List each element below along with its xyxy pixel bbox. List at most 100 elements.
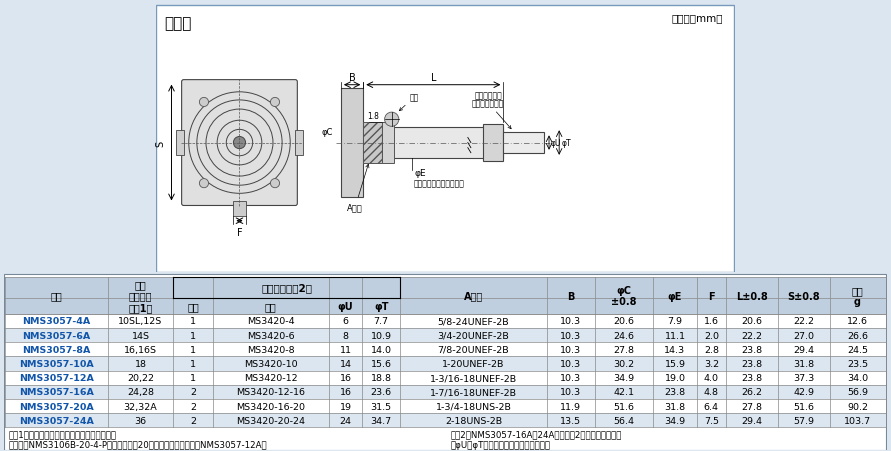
Text: 3.2: 3.2 (704, 359, 719, 368)
Text: φE: φE (667, 291, 683, 301)
Text: 適用
外殼尺寸
（註1）: 適用 外殼尺寸 （註1） (128, 280, 152, 313)
Text: 1-20UNEF-2B: 1-20UNEF-2B (442, 359, 504, 368)
Text: 15.6: 15.6 (371, 359, 392, 368)
Bar (5, 371, 886, 385)
Bar (5, 342, 886, 357)
Text: 23.5: 23.5 (847, 359, 868, 368)
Text: 30.2: 30.2 (613, 359, 634, 368)
Text: 37.3: 37.3 (793, 373, 814, 382)
Text: 6.4: 6.4 (704, 402, 719, 411)
Text: 27.8: 27.8 (613, 345, 634, 354)
Text: 1: 1 (190, 359, 196, 368)
Text: 螺管: 螺管 (399, 93, 420, 111)
Text: 90.2: 90.2 (847, 402, 868, 411)
Circle shape (200, 98, 208, 107)
Text: MS3420-8: MS3420-8 (247, 345, 294, 354)
Text: 34.9: 34.9 (665, 416, 685, 425)
Text: 11.1: 11.1 (665, 331, 685, 340)
Text: B: B (567, 291, 575, 301)
Text: 42.9: 42.9 (793, 387, 814, 396)
FancyBboxPatch shape (4, 275, 886, 450)
Text: 19: 19 (339, 402, 351, 411)
Text: 內建螺套（註2）: 內建螺套（註2） (261, 283, 312, 293)
Bar (381, 128, 503, 158)
Bar (503, 133, 544, 153)
Text: 57.9: 57.9 (793, 416, 814, 425)
Text: 10.3: 10.3 (560, 387, 581, 396)
Text: 4.0: 4.0 (704, 373, 719, 382)
Text: 31.8: 31.8 (665, 402, 685, 411)
Text: 23.6: 23.6 (371, 387, 392, 396)
Text: MS3420-16-20: MS3420-16-20 (236, 402, 305, 411)
Bar (5, 413, 886, 428)
Text: 22.2: 22.2 (793, 317, 814, 326)
Text: 23.8: 23.8 (741, 373, 763, 382)
Text: 10SL,12S: 10SL,12S (119, 317, 162, 326)
Text: 1-7/16-18UNEF-2B: 1-7/16-18UNEF-2B (430, 387, 517, 396)
Text: 2-18UNS-2B: 2-18UNS-2B (445, 416, 502, 425)
Text: 24,28: 24,28 (127, 387, 154, 396)
Text: 1: 1 (190, 331, 196, 340)
Text: 1-3/4-18UNS-2B: 1-3/4-18UNS-2B (436, 402, 511, 411)
Text: 27.0: 27.0 (793, 331, 814, 340)
Text: 23.8: 23.8 (665, 387, 685, 396)
Text: A螺絲: A螺絲 (347, 165, 369, 212)
Text: MS3420-12-16: MS3420-12-16 (236, 387, 305, 396)
Text: 27.8: 27.8 (741, 402, 763, 411)
Text: B: B (348, 73, 356, 83)
Text: MS3420-6: MS3420-6 (247, 331, 294, 340)
Text: MS3420-12: MS3420-12 (244, 373, 298, 382)
Text: （最大容許電纜線直徑）: （最大容許電纜線直徑） (414, 179, 465, 188)
FancyBboxPatch shape (156, 5, 733, 273)
Text: NMS3057-20A: NMS3057-20A (19, 402, 94, 411)
Text: 20.6: 20.6 (613, 317, 634, 326)
Bar (295, 131, 304, 156)
Text: 10.3: 10.3 (560, 345, 581, 354)
Text: 8: 8 (342, 331, 348, 340)
Text: NMS3057-4A: NMS3057-4A (22, 317, 91, 326)
Text: φU: φU (338, 301, 353, 311)
Text: A螺絲: A螺絲 (464, 291, 483, 301)
Text: 7/8-20UNEF-2B: 7/8-20UNEF-2B (437, 345, 510, 354)
Text: 範例：NMS3106B-20-4-P的外殼尺寸為20，因此適用的線夾鉗為NMS3057-12A。: 範例：NMS3106B-20-4-P的外殼尺寸為20，因此適用的線夾鉗為NMS3… (9, 440, 267, 448)
Text: φT: φT (561, 139, 571, 148)
Text: 16: 16 (339, 387, 351, 396)
Text: 22.2: 22.2 (741, 331, 763, 340)
Text: 26.2: 26.2 (741, 387, 763, 396)
Text: 尺寸圖: 尺寸圖 (164, 16, 192, 31)
Text: NMS3057-12A: NMS3057-12A (19, 373, 94, 382)
Text: 12.6: 12.6 (847, 317, 868, 326)
Text: 51.6: 51.6 (613, 402, 634, 411)
Text: 24.6: 24.6 (613, 331, 634, 340)
Text: 15.9: 15.9 (665, 359, 685, 368)
Text: 23.8: 23.8 (741, 345, 763, 354)
Text: 11.9: 11.9 (560, 402, 581, 411)
Text: 1.8: 1.8 (367, 112, 380, 121)
Text: 2.0: 2.0 (704, 331, 719, 340)
Text: 16,16S: 16,16S (124, 345, 157, 354)
Text: 14.3: 14.3 (665, 345, 685, 354)
Text: MS3420-4: MS3420-4 (247, 317, 294, 326)
Bar (483, 125, 503, 161)
Bar (381, 123, 394, 164)
Circle shape (385, 113, 399, 127)
Text: MS3420-20-24: MS3420-20-24 (236, 416, 305, 425)
Text: NMS3057-24A: NMS3057-24A (19, 416, 94, 425)
Bar (176, 131, 184, 156)
Bar (341, 88, 364, 198)
Text: 34.9: 34.9 (613, 373, 634, 382)
Text: （註2）NMS3057-16A～24A中組裝有2個內置塑膠襯套。: （註2）NMS3057-16A～24A中組裝有2個內置塑膠襯套。 (451, 429, 622, 438)
Text: （螺套外徑）: （螺套外徑） (474, 91, 502, 100)
Text: 1: 1 (190, 345, 196, 354)
Text: 3/4-20UNEF-2B: 3/4-20UNEF-2B (437, 331, 510, 340)
Bar (364, 123, 381, 164)
Text: 10.3: 10.3 (560, 373, 581, 382)
Text: 103.7: 103.7 (844, 416, 871, 425)
Bar (5, 278, 886, 298)
Text: 10.3: 10.3 (560, 317, 581, 326)
FancyBboxPatch shape (182, 80, 298, 206)
Text: 18: 18 (135, 359, 146, 368)
Text: NMS3057-6A: NMS3057-6A (22, 331, 91, 340)
Text: 2: 2 (190, 387, 196, 396)
Bar (5, 385, 886, 399)
